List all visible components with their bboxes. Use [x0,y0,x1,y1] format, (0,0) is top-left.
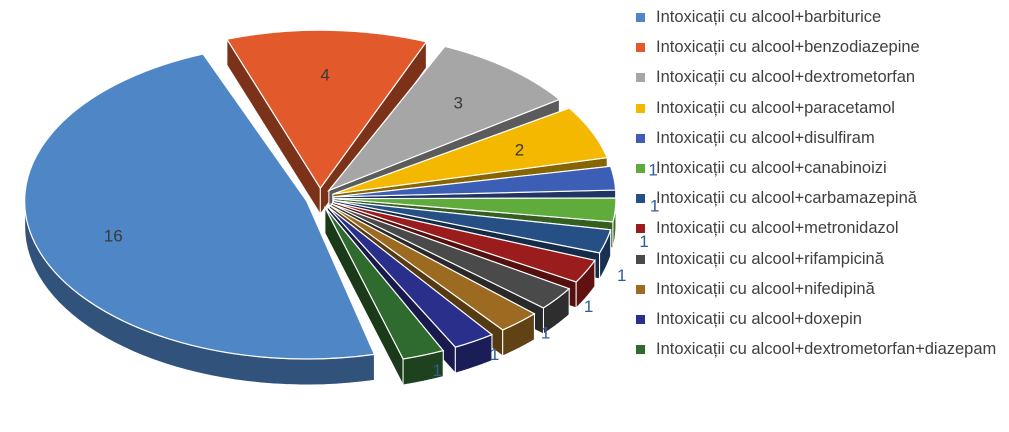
pie-slice-top [329,204,536,331]
data-label: 16 [104,227,123,246]
legend-label: Intoxicații cu alcool+dextrometorfan+dia… [656,340,997,359]
pie-slice-top [225,29,428,190]
data-label: 1 [490,345,499,364]
data-label: 4 [320,65,329,84]
pie-slice-top [24,53,376,360]
data-label: 1 [617,266,626,285]
legend-swatch [636,224,645,234]
legend-item: Intoxicații cu alcool+dextrometorfan+dia… [636,338,1006,360]
data-label: 1 [648,160,657,179]
pie-slice-top [330,203,571,309]
pie-slice-top [326,205,494,348]
legend-swatch [636,314,645,324]
data-label: 1 [584,297,593,316]
legend-swatch [636,254,645,264]
legend-item: Intoxicații cu alcool+carbamazepină [636,187,1006,217]
pie-slice-top [332,201,596,283]
pie-slice-top [333,199,612,254]
data-label: 2 [515,140,524,159]
legend-item: Intoxicații cu alcool+barbiturice [636,6,1006,36]
legend-item: Intoxicații cu alcool+metronidazol [636,217,1006,247]
legend-label: Intoxicații cu alcool+paracetamol [656,98,895,117]
pie-slice-top [332,107,609,195]
pie-slice [24,52,376,386]
legend-item: Intoxicații cu alcool+canabinoizi [636,157,1006,187]
data-label: 1 [639,232,648,251]
legend-item: Intoxicații cu alcool+disulfiram [636,127,1006,157]
legend-label: Intoxicații cu alcool+barbiturice [656,8,882,26]
legend-item: Intoxicații cu alcool+doxepin [636,308,1006,338]
legend-label: Intoxicații cu alcool+rifampicină [656,249,884,268]
legend-swatch [636,345,645,355]
legend-label: Intoxicații cu alcool+disulfiram [656,128,875,147]
legend-swatch [636,13,645,22]
data-label: 1 [541,324,550,343]
legend-swatch [636,43,645,53]
pie-slice [225,29,428,216]
legend-swatch [636,284,645,294]
pie-slice-top [327,45,561,192]
legend-label: Intoxicații cu alcool+canabinoizi [656,158,887,177]
legend-swatch [636,73,645,83]
legend-label: Intoxicații cu alcool+doxepin [656,309,862,328]
legend-label: Intoxicații cu alcool+benzodiazepine [656,38,920,57]
legend-swatch [636,194,645,204]
legend-label: Intoxicații cu alcool+metronidazol [656,219,899,238]
pie-slice [324,205,445,386]
pie-slice-top [333,165,617,198]
data-label: 1 [433,361,442,380]
data-label: 3 [453,94,462,113]
legend-item: Intoxicații cu alcool+benzodiazepine [636,36,1006,66]
legend-swatch [636,163,645,173]
legend-swatch [636,103,645,113]
data-label: 1 [650,197,659,216]
pie-slice-top [324,206,445,360]
legend-item: Intoxicații cu alcool+nifedipină [636,278,1006,308]
legend-item: Intoxicații cu alcool+rifampicină [636,248,1006,278]
legend-item: Intoxicații cu alcool+dextrometorfan [636,66,1006,96]
legend-item: Intoxicații cu alcool+paracetamol [636,97,1006,127]
legend-label: Intoxicații cu alcool+dextrometorfan [656,68,916,87]
pie-slice-top [333,197,617,223]
legend-label: Intoxicații cu alcool+nifedipină [656,279,875,298]
legend-label: Intoxicații cu alcool+carbamazepină [656,189,917,208]
legend-swatch [636,133,645,143]
chart-legend: Intoxicații cu alcool+barbiturice Intoxic… [636,6,1006,360]
